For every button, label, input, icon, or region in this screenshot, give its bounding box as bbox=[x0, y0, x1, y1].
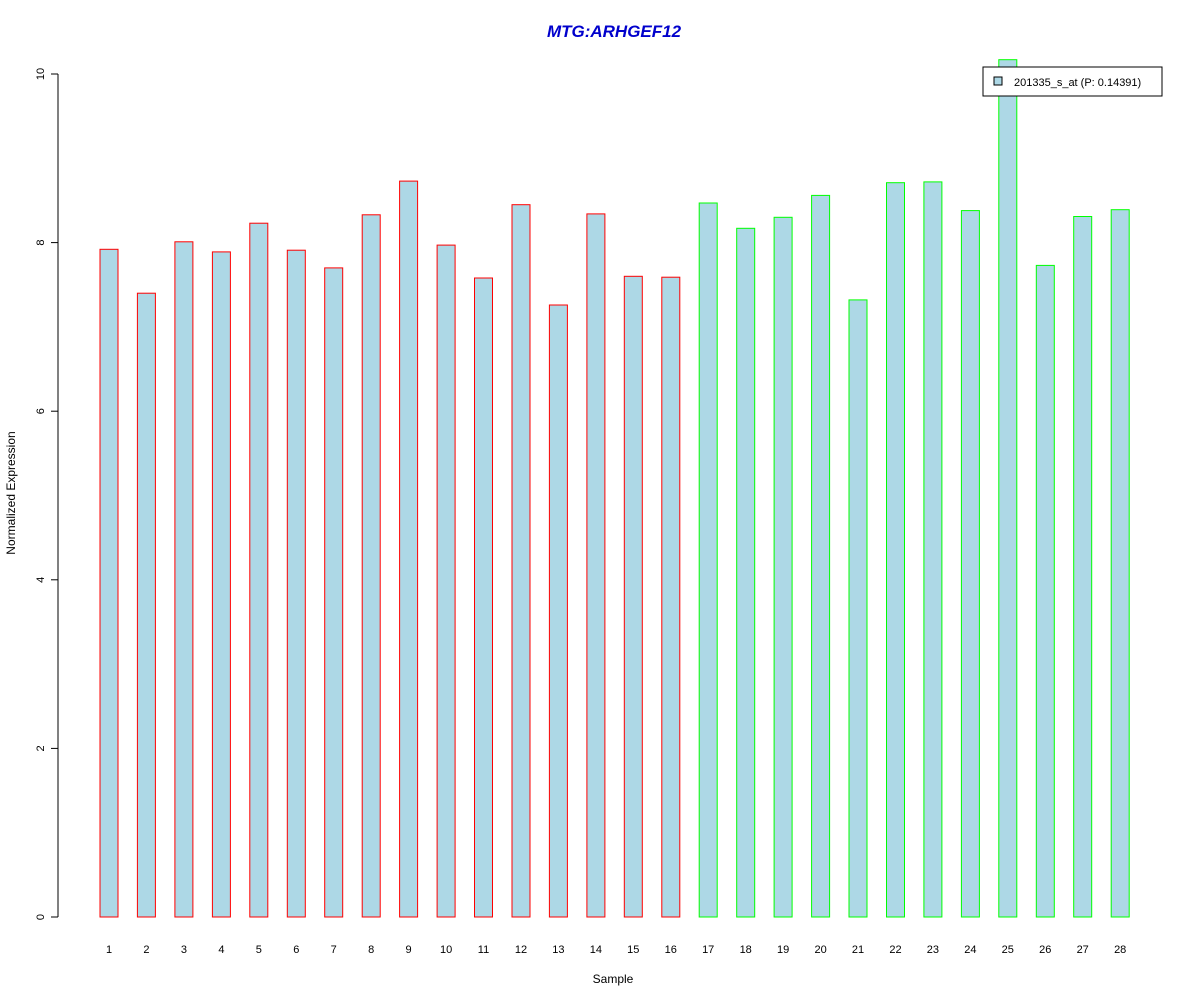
x-tick-label: 18 bbox=[740, 944, 752, 956]
x-tick-label: 21 bbox=[852, 944, 864, 956]
x-tick-label: 5 bbox=[256, 944, 262, 956]
bar bbox=[886, 182, 905, 918]
x-tick-label: 28 bbox=[1114, 944, 1126, 956]
y-tick-label: 8 bbox=[35, 240, 47, 246]
bar bbox=[324, 267, 344, 918]
x-tick-label: 2 bbox=[143, 944, 149, 956]
bar bbox=[211, 251, 231, 918]
x-tick-label: 25 bbox=[1002, 944, 1014, 956]
chart-title: MTG:ARHGEF12 bbox=[547, 22, 682, 41]
legend-swatch bbox=[993, 76, 1003, 86]
bar bbox=[811, 194, 831, 918]
y-tick-label: 0 bbox=[35, 914, 47, 920]
bar bbox=[399, 180, 419, 918]
x-tick-label: 20 bbox=[814, 944, 826, 956]
bar bbox=[661, 276, 681, 918]
bar bbox=[623, 275, 643, 918]
x-tick-label: 19 bbox=[777, 944, 789, 956]
x-tick-label: 13 bbox=[552, 944, 564, 956]
bar bbox=[1073, 216, 1093, 918]
bar bbox=[848, 299, 868, 918]
x-tick-label: 12 bbox=[515, 944, 527, 956]
bar bbox=[99, 248, 119, 918]
x-tick-label: 17 bbox=[702, 944, 714, 956]
y-axis-title: Normalized Expression bbox=[4, 431, 18, 554]
x-axis-title: Sample bbox=[593, 972, 634, 986]
y-tick-label: 2 bbox=[35, 745, 47, 751]
x-tick-label: 14 bbox=[590, 944, 602, 956]
legend-box bbox=[982, 66, 1163, 97]
x-tick-label: 24 bbox=[964, 944, 976, 956]
x-tick-label: 26 bbox=[1039, 944, 1051, 956]
bar bbox=[586, 213, 606, 918]
bar bbox=[361, 214, 381, 918]
bar bbox=[1035, 264, 1055, 918]
x-tick-label: 3 bbox=[181, 944, 187, 956]
bar bbox=[511, 204, 531, 918]
bar bbox=[436, 244, 456, 918]
bar bbox=[698, 202, 718, 918]
bar bbox=[923, 181, 943, 918]
bar bbox=[1110, 209, 1130, 918]
bar bbox=[548, 304, 568, 918]
bars-group bbox=[99, 59, 1130, 918]
bar bbox=[286, 249, 306, 918]
x-tick-label: 11 bbox=[478, 944, 489, 956]
x-tick-label: 4 bbox=[218, 944, 224, 956]
x-tick-label: 23 bbox=[927, 944, 939, 956]
x-tick-label: 10 bbox=[440, 944, 452, 956]
y-tick-label: 4 bbox=[35, 577, 47, 583]
x-tick-label: 7 bbox=[331, 944, 337, 956]
bar bbox=[960, 210, 980, 918]
x-tick-label: 1 bbox=[106, 944, 112, 956]
bar bbox=[773, 216, 793, 918]
bar bbox=[998, 59, 1018, 918]
x-tick-label: 27 bbox=[1077, 944, 1089, 956]
y-tick-label: 6 bbox=[35, 408, 47, 414]
x-tick-label: 16 bbox=[665, 944, 677, 956]
x-tick-label: 22 bbox=[889, 944, 901, 956]
x-tick-label: 15 bbox=[627, 944, 639, 956]
bar bbox=[249, 222, 269, 918]
x-tick-label: 8 bbox=[368, 944, 374, 956]
x-tick-label: 6 bbox=[293, 944, 299, 956]
legend: 201335_s_at (P: 0.14391) bbox=[982, 66, 1163, 97]
x-tick-label: 9 bbox=[406, 944, 412, 956]
bar bbox=[136, 292, 156, 918]
legend-label: 201335_s_at (P: 0.14391) bbox=[1014, 77, 1141, 89]
bar bbox=[736, 227, 756, 918]
bar bbox=[474, 277, 493, 918]
y-tick-label: 10 bbox=[35, 68, 47, 80]
y-axis: 0 2 4 6 8 10 bbox=[35, 68, 59, 920]
x-axis-tick-labels: 1 2 3 4 5 6 7 8 9 10 11 12 13 14 15 16 17 18 19 20 21 22 23 24 2… bbox=[106, 944, 1126, 956]
bar bbox=[174, 241, 194, 918]
